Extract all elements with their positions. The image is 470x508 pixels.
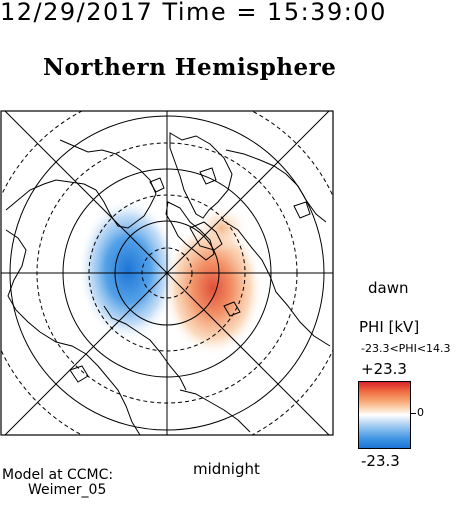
- datetime-label: 12/29/2017 Time = 15:39:00: [0, 0, 387, 26]
- midnight-label: midnight: [193, 460, 260, 478]
- plot-title: Northern Hemisphere: [43, 54, 337, 81]
- map-border: [0, 110, 334, 436]
- model-credit: Model at CCMC: Weimer_05: [2, 468, 113, 498]
- colorbar-zero-tick: [411, 413, 416, 414]
- positive-potential-cell-upper: [194, 204, 250, 252]
- colorbar: [358, 381, 411, 449]
- legend-zero-label: 0: [417, 406, 424, 419]
- coastlines: [5, 132, 331, 435]
- legend-range: -23.3<PHI<14.3: [361, 342, 451, 355]
- meridian-grid: [1, 111, 333, 435]
- legend-min-label: -23.3: [361, 452, 400, 470]
- legend-max-label: +23.3: [361, 360, 407, 378]
- polar-map-svg: [0, 110, 334, 436]
- model-credit-line2: Weimer_05: [28, 482, 107, 498]
- legend-title: PHI [kV]: [359, 318, 420, 336]
- polar-map: [0, 110, 334, 436]
- dawn-label: dawn: [368, 279, 409, 297]
- negative-potential-cell: [78, 198, 178, 342]
- positive-potential-cell: [163, 220, 263, 356]
- model-credit-line1: Model at CCMC:: [2, 467, 114, 483]
